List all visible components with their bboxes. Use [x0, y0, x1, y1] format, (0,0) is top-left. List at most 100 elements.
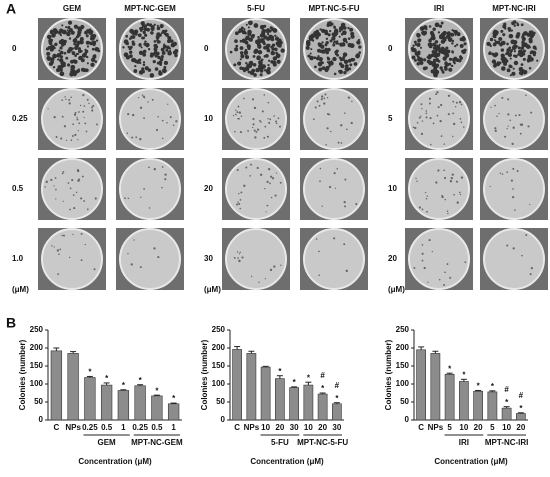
colony [88, 28, 92, 32]
colony [268, 59, 271, 62]
x-tick-label: 20 [516, 423, 525, 432]
colony [461, 49, 467, 55]
colony [65, 56, 69, 60]
group-label: IRI [459, 438, 469, 447]
colony [317, 48, 321, 53]
colony [244, 37, 248, 41]
colony [512, 247, 515, 250]
colony [252, 126, 254, 129]
significance-star: * [88, 368, 92, 377]
colony [443, 169, 446, 172]
colony [519, 52, 522, 56]
colony [270, 60, 274, 64]
colony [80, 58, 85, 63]
plate-image [405, 158, 473, 220]
colony [129, 45, 133, 49]
colony [259, 73, 263, 77]
colony [91, 47, 95, 51]
colony [150, 52, 153, 55]
colony [88, 102, 90, 105]
colony [239, 39, 243, 43]
bar [260, 366, 271, 421]
colony [498, 37, 503, 41]
colony [338, 56, 342, 59]
colony [446, 210, 449, 213]
bar [84, 377, 96, 421]
colony [237, 61, 242, 66]
colony [60, 38, 65, 43]
colony [514, 209, 516, 211]
y-tick-label: 0 [405, 415, 410, 424]
group-label: GEM [98, 438, 117, 447]
colony [325, 65, 330, 71]
significance-hash: # [519, 391, 524, 400]
colony [68, 98, 71, 101]
colony [334, 52, 338, 56]
colony [167, 36, 172, 41]
colony [450, 177, 453, 180]
colony [243, 50, 249, 55]
x-tick-label: NPs [244, 423, 260, 432]
colony [435, 93, 438, 96]
colony [267, 33, 270, 36]
colony [356, 40, 361, 45]
x-tick-label: 20 [275, 423, 284, 432]
colony [61, 99, 64, 102]
plate [119, 158, 181, 220]
colony [142, 95, 145, 98]
colony [272, 62, 277, 67]
colony [53, 246, 55, 248]
colony [506, 68, 511, 73]
colony [459, 117, 462, 120]
colony [329, 30, 332, 33]
colony [503, 22, 507, 26]
colony [500, 29, 504, 33]
colony [263, 24, 267, 28]
colony [261, 29, 266, 34]
colony [328, 185, 332, 189]
colony [506, 244, 509, 247]
significance-star: * [122, 381, 126, 390]
colony [167, 50, 172, 56]
colony [344, 205, 347, 208]
colony [253, 49, 258, 54]
colony [520, 23, 524, 27]
colony [75, 43, 80, 48]
colony [320, 44, 325, 49]
colony [494, 127, 497, 130]
colony [310, 48, 313, 51]
colony [454, 106, 457, 108]
colony [258, 281, 260, 283]
colony [64, 96, 66, 98]
colony [324, 43, 328, 47]
y-axis-label: Colonies (number) [18, 339, 27, 410]
colony [61, 115, 64, 118]
colony [72, 38, 78, 44]
colony [133, 239, 135, 241]
colony [73, 59, 78, 64]
colony [72, 194, 75, 196]
colony [77, 129, 79, 132]
colony [418, 56, 421, 60]
colony [148, 166, 150, 169]
colony [61, 60, 64, 63]
colony [257, 36, 260, 39]
x-axis-label: Concentration (μM) [250, 457, 324, 466]
colony [63, 64, 66, 68]
colony [430, 69, 435, 74]
colony [509, 57, 512, 60]
colony [423, 266, 426, 270]
colony [512, 196, 515, 199]
colony [502, 33, 506, 37]
colony [273, 115, 275, 117]
colony [494, 30, 499, 35]
colony [161, 51, 166, 55]
plate [303, 88, 365, 150]
colony [257, 38, 261, 43]
colony [241, 256, 244, 259]
colony [260, 58, 264, 62]
colony [80, 197, 83, 200]
colony [321, 205, 323, 207]
colony [507, 125, 509, 127]
plate-image [116, 228, 184, 290]
